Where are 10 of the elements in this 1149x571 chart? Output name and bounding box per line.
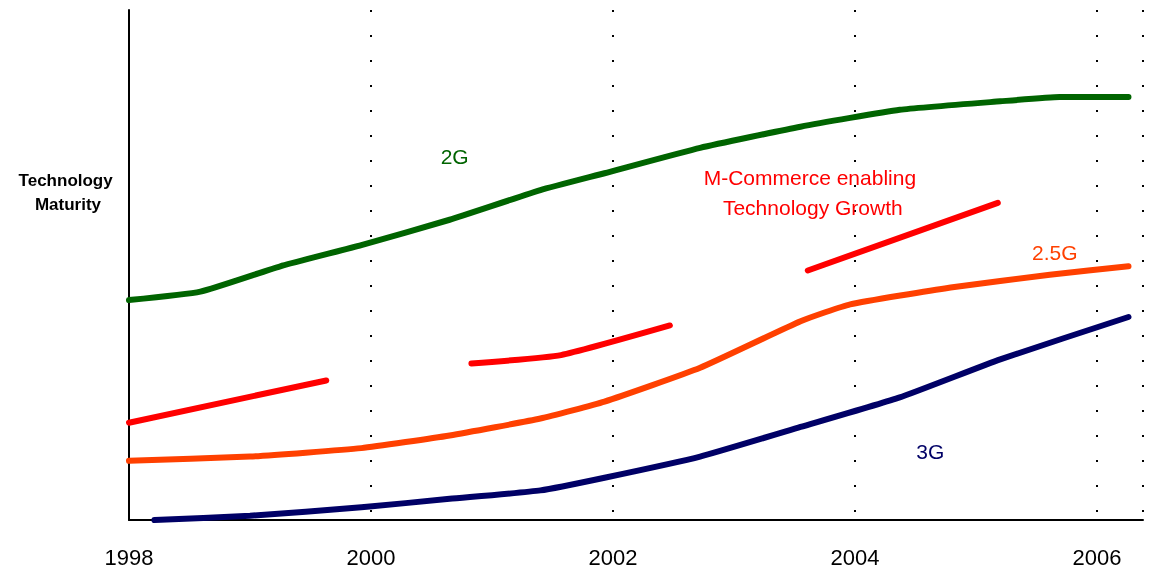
x-tick-label: 2006 <box>1072 544 1122 570</box>
y-axis-title: Technology Maturity <box>18 170 118 214</box>
x-tick-label: 2004 <box>830 544 880 570</box>
series-label: 2.5G <box>1032 241 1078 265</box>
text: 3G <box>916 439 945 463</box>
x-tick-label: 2002 <box>588 544 638 570</box>
text: 2G <box>440 145 469 169</box>
x-tick-label: 2000 <box>346 544 396 570</box>
x-tick-label: 1998 <box>104 544 154 570</box>
series-label: M-Commerce enabling Technology Growth <box>703 166 922 220</box>
